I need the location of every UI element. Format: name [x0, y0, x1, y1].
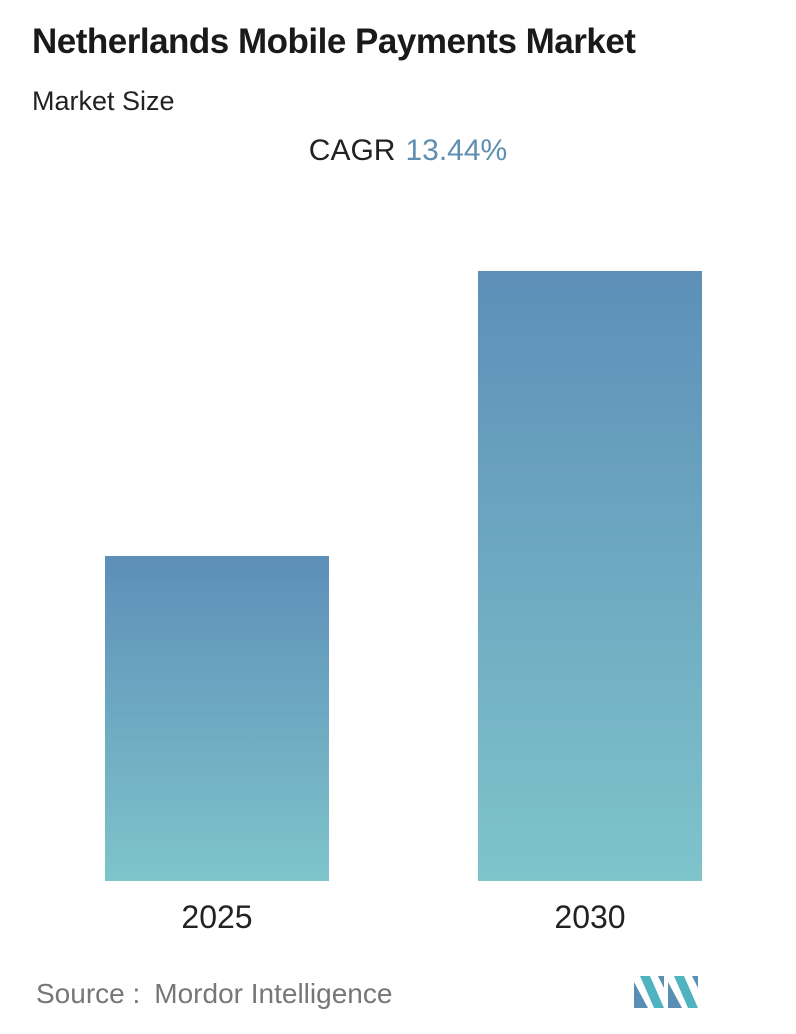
bar-2030 [478, 271, 702, 881]
x-tick-label: 2030 [554, 899, 625, 935]
chart-title: Netherlands Mobile Payments Market [32, 22, 636, 61]
bar-2025 [105, 556, 329, 881]
cagr-indicator: CAGR 13.44% [0, 134, 796, 168]
chart-subtitle: Market Size [32, 86, 175, 116]
source-label: Source : [36, 978, 141, 1009]
mordor-intelligence-logo-icon [634, 976, 698, 1008]
x-tick-label: 2025 [181, 899, 252, 935]
source-note: Source : Mordor Intelligence [36, 978, 392, 1010]
cagr-value: 13.44% [405, 134, 508, 167]
source-name: Mordor Intelligence [154, 978, 393, 1009]
cagr-label: CAGR [308, 134, 396, 167]
